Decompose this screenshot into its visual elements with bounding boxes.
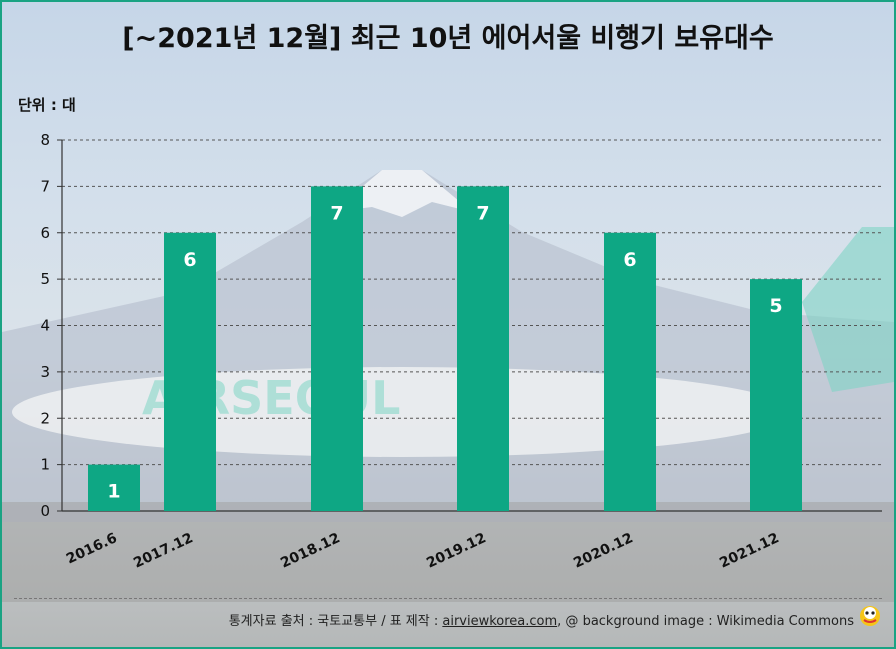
footer-credit: 통계자료 출처 : 국토교통부 / 표 제작 : airviewkorea.co… [229,610,854,629]
chart-title: [~2021년 12월] 최근 10년 에어서울 비행기 보유대수 [122,23,774,54]
x-tick-label: 2017.12 [131,530,196,571]
y-tick-label: 4 [40,317,50,335]
bar-value-label: 6 [623,249,636,271]
y-tick-label: 0 [40,502,50,520]
y-tick-label: 8 [40,131,50,149]
x-tick-label: 2018.12 [278,530,343,571]
x-tick-label: 2016.6 [64,530,120,567]
y-tick-label: 5 [40,270,50,288]
bar-value-label: 5 [769,295,782,317]
x-tick-label: 2019.12 [424,530,489,571]
y-tick-label: 7 [40,177,50,195]
y-tick-label: 2 [40,409,50,427]
bar-value-label: 7 [476,202,489,224]
footer-suffix: , @ background image : Wikimedia Commons [557,614,854,629]
y-tick-label: 3 [40,363,50,381]
footer-link[interactable]: airviewkorea.com [442,614,558,629]
bar [311,186,363,511]
airview-logo-icon [860,606,880,626]
bar-value-label: 7 [330,202,343,224]
x-tick-label: 2021.12 [717,530,782,571]
bar-chart: 0 1 2 3 4 5 6 7 8 1 2016.6 6 2017.12 7 2018.12 7 2019.12… [40,131,882,572]
bar [164,232,216,511]
bar-value-label: 6 [183,249,196,271]
unit-label: 단위 : 대 [18,96,76,114]
y-tick-label: 6 [40,224,50,242]
bar [750,279,802,511]
y-tick-label: 1 [40,456,50,474]
bar-value-label: 1 [107,481,120,503]
footer-divider [14,598,882,599]
bar [88,464,140,511]
bar [457,186,509,511]
x-tick-label: 2020.12 [571,530,636,571]
footer-prefix: 통계자료 출처 : 국토교통부 / 표 제작 : [228,614,443,629]
bar [604,232,656,511]
